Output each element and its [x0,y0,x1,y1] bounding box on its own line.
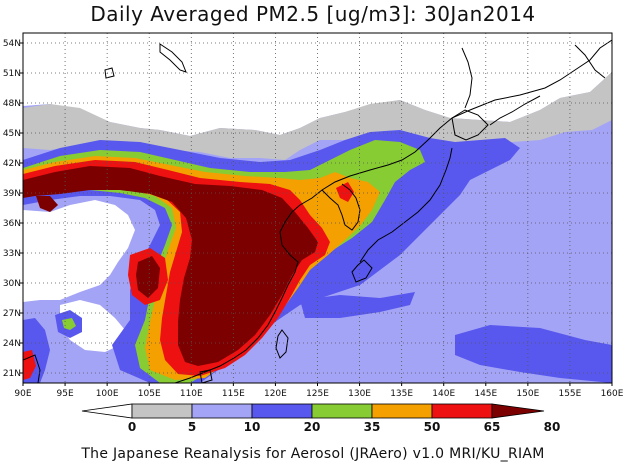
lon-tick-label: 130E [348,389,371,399]
field-20-35-pacific2 [300,292,415,318]
colorbar-label: 5 [188,420,196,434]
lon-tick-label: 135E [390,389,413,399]
lon-tick-label: 90E [14,389,31,399]
lat-tick-label: 39N [3,189,21,199]
colorbar-label: 80 [544,420,561,434]
lon-tick-label: 140E [432,389,455,399]
coastline-kamchatka [574,44,606,79]
lat-tick-label: 24N [3,339,21,349]
lon-tick-label: 150E [516,389,539,399]
lat-tick-label: 45N [3,129,21,139]
longitude-labels: 90E 95E 100E 105E 110E 115E 120E 125E 130E 135E 14… [14,383,624,399]
colorbar-swatch [311,403,373,419]
lat-tick-label: 21N [3,369,21,379]
lat-tick-label: 54N [3,39,21,49]
lat-tick-label: 36N [3,219,21,229]
coastline-kurils [489,95,541,126]
lat-tick-label: 42N [3,159,21,169]
coastline-japan-honshu [359,147,453,263]
latitude-labels: 21N 24N 27N 30N 33N 36N 39N 42N 45N 48N 51N 54N [3,39,23,379]
coastline-sakhalin [461,47,473,109]
lon-tick-label: 105E [138,389,161,399]
colorbar-label: 0 [128,420,136,434]
field-20-35-pacific [455,325,612,383]
coastline-mongolia-lakes [104,67,115,79]
lat-tick-label: 51N [3,69,21,79]
coastlines [23,39,612,383]
lon-tick-label: 95E [57,389,74,399]
field-0-5-south [60,300,125,352]
colorbar-swatch [431,403,493,419]
colorbar-label: 50 [424,420,441,434]
field-80-plus [23,166,318,366]
colorbar-label: 65 [484,420,501,434]
colorbar-arrow-high [491,403,545,419]
colorbar-label: 10 [244,420,261,434]
coastline-lake-baikal [159,43,187,73]
coastline-china [174,39,612,383]
lon-tick-label: 125E [306,389,329,399]
lon-tick-label: 145E [474,389,497,399]
colorbar-swatch [131,403,193,419]
field-5-10-north [23,72,612,160]
colorbar-label: 35 [364,420,381,434]
coastline-korea [321,183,361,231]
field-tibet-ring-dark [136,256,160,298]
colorbar-arrow-low [81,403,133,419]
coastline-hokkaido [451,109,489,141]
lon-tick-label: 160E [601,389,624,399]
map-title: Daily Averaged PM2.5 [ug/m3]: 30Jan2014 [90,2,536,26]
coastline-taiwan [275,329,289,359]
field-65-80-sw [23,350,36,380]
lat-tick-label: 48N [3,99,21,109]
colorbar-swatch [251,403,313,419]
coastline-indochina [23,354,41,383]
lat-tick-label: 30N [3,279,21,289]
lon-tick-label: 120E [264,389,287,399]
lon-tick-label: 110E [180,389,203,399]
coastline-hainan [199,369,213,383]
lon-tick-label: 100E [96,389,119,399]
lon-tick-label: 115E [222,389,245,399]
credit-line: The Japanese Reanalysis for Aerosol (JRA… [81,446,545,462]
lon-tick-label: 155E [558,389,581,399]
coastline-japan-kyushu [351,259,373,283]
colorbar-swatch [371,403,433,419]
lat-tick-label: 27N [3,309,21,319]
field-35-50-sw2 [62,318,76,330]
lat-tick-label: 33N [3,249,21,259]
colorbar-label: 20 [304,420,321,434]
colorbar-swatch [191,403,253,419]
colorbar: 0 5 10 20 35 50 65 80 [81,403,561,434]
field-65-80-korea [336,182,354,202]
field-80-west [36,196,58,212]
